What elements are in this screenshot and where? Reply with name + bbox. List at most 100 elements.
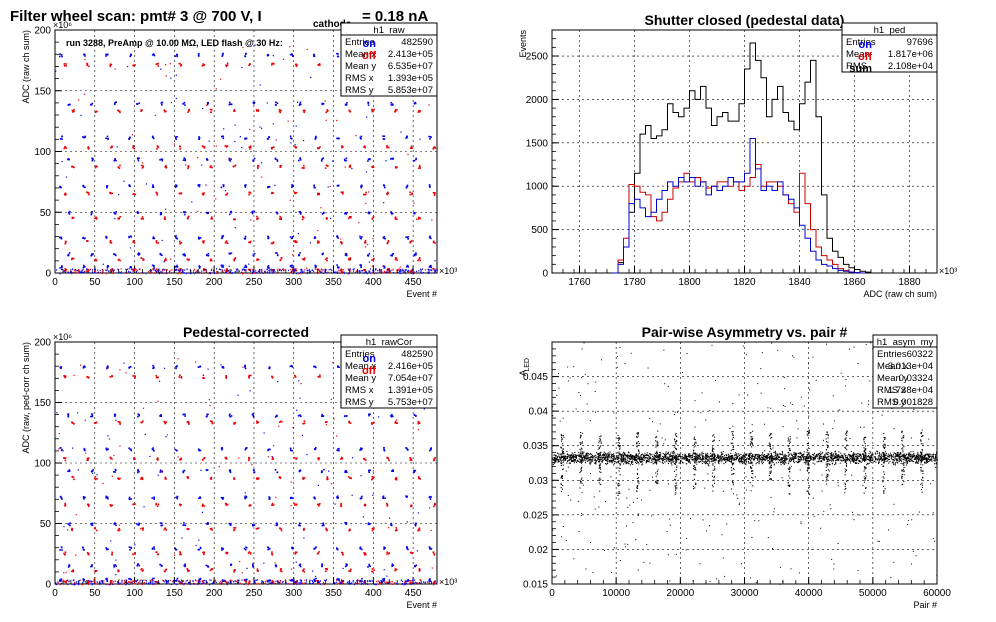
data-point-off	[86, 62, 88, 65]
data-point	[566, 462, 568, 464]
data-point-off	[226, 581, 229, 584]
data-point-on	[91, 565, 93, 568]
baseline-point	[145, 580, 147, 582]
data-point-on	[289, 449, 292, 452]
data-point-off	[110, 63, 113, 66]
baseline-point	[101, 268, 103, 271]
data-point-off	[188, 109, 190, 112]
baseline-point	[262, 272, 264, 274]
data-point-off	[396, 109, 398, 111]
baseline-point	[136, 270, 138, 272]
data-point	[835, 454, 837, 456]
baseline-point	[235, 268, 237, 271]
sparse-point	[61, 160, 63, 163]
baseline-point	[92, 580, 94, 583]
sparse-point	[331, 483, 333, 485]
data-point-on	[182, 413, 185, 416]
data-point-off	[342, 191, 344, 193]
data-point-off	[387, 240, 390, 243]
data-point-off	[233, 165, 235, 168]
data-point-off	[88, 65, 90, 68]
data-point-off	[233, 478, 235, 480]
data-point-on	[61, 546, 63, 549]
baseline-point	[227, 269, 229, 272]
x-tick-label: 1860	[843, 277, 866, 288]
data-point	[623, 454, 625, 456]
data-point-off	[349, 110, 352, 113]
baseline-point	[73, 582, 75, 584]
data-point-on	[59, 267, 61, 269]
baseline-point	[101, 580, 103, 583]
data-point-on	[68, 470, 71, 473]
data-point-off	[64, 459, 67, 462]
data-point-on	[152, 184, 154, 186]
data-point-off	[411, 193, 413, 195]
data-point-off	[371, 476, 374, 478]
baseline-point	[388, 268, 390, 270]
data-point-on	[413, 471, 415, 473]
data-point-off	[295, 191, 298, 194]
data-point-on	[361, 548, 363, 551]
sparse-point	[170, 101, 172, 104]
data-point	[821, 460, 823, 462]
data-point-on	[252, 565, 255, 568]
baseline-point	[342, 271, 344, 273]
data-point-off	[155, 503, 157, 506]
data-point-off	[280, 217, 282, 220]
data-point-off	[248, 191, 251, 194]
data-point-off	[109, 65, 111, 67]
data-point-off	[201, 240, 204, 243]
data-point-on	[275, 252, 277, 254]
data-point	[586, 454, 588, 457]
data-point-off	[387, 581, 389, 584]
data-point-off	[280, 218, 282, 221]
data-point-on	[298, 564, 301, 567]
data-point-off	[141, 109, 143, 111]
baseline-point	[104, 269, 106, 271]
baseline-point	[93, 579, 95, 581]
data-point-on	[221, 266, 223, 268]
data-point-on	[390, 104, 393, 106]
data-point-off	[256, 218, 258, 220]
data-point-off	[394, 166, 397, 168]
sparse-point	[417, 429, 420, 431]
data-point-on	[182, 470, 185, 472]
sparse-point	[294, 582, 297, 584]
sparse-point	[291, 568, 293, 570]
baseline-point	[124, 581, 126, 584]
data-point-off	[165, 568, 168, 571]
baseline-point	[405, 582, 407, 585]
data-point-off	[364, 242, 366, 244]
baseline-point	[380, 580, 382, 582]
data-point	[564, 455, 566, 457]
data-point-off	[256, 215, 258, 218]
data-point-off	[117, 420, 120, 423]
data-point-on	[91, 102, 94, 105]
data-point	[841, 459, 843, 461]
data-point-off	[318, 457, 320, 459]
data-point-off	[164, 570, 166, 573]
data-point-on	[113, 564, 115, 566]
baseline-point	[273, 269, 275, 272]
baseline-point	[154, 269, 156, 271]
baseline-point	[304, 268, 306, 271]
x-axis-label: Pair #	[913, 600, 937, 610]
sparse-point	[274, 184, 276, 187]
data-point-off	[257, 109, 259, 111]
stats-box-title: h1_ped	[874, 25, 906, 36]
data-point	[850, 460, 852, 463]
data-point-on	[345, 253, 348, 255]
data-point-off	[71, 109, 74, 112]
data-point-on	[321, 564, 324, 566]
data-point-off	[210, 259, 213, 262]
baseline-point	[87, 582, 89, 585]
data-point	[684, 455, 686, 458]
data-point	[611, 455, 613, 457]
data-point-on	[367, 469, 370, 472]
baseline-point	[88, 583, 90, 585]
data-point-off	[296, 457, 298, 460]
baseline-point	[196, 270, 198, 273]
baseline-point	[182, 271, 184, 273]
data-point-on	[198, 185, 201, 188]
baseline-point	[430, 582, 432, 584]
